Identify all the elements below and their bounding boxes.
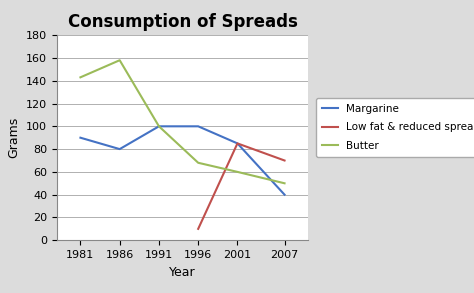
Butter <box>195 161 201 165</box>
Margarine <box>282 193 287 196</box>
Line: Margarine: Margarine <box>81 126 284 195</box>
Title: Consumption of Spreads: Consumption of Spreads <box>68 13 297 31</box>
Low fat & reduced spreads <box>282 159 287 162</box>
Butter <box>235 170 240 174</box>
Y-axis label: Grams: Grams <box>8 117 20 158</box>
Margarine <box>235 142 240 145</box>
Butter <box>156 125 162 128</box>
Legend: Margarine, Low fat & reduced spreads, Butter: Margarine, Low fat & reduced spreads, Bu… <box>316 98 474 157</box>
Line: Butter: Butter <box>81 60 284 183</box>
Margarine <box>156 125 162 128</box>
Margarine <box>78 136 83 139</box>
Butter <box>282 182 287 185</box>
Butter <box>78 76 83 79</box>
Butter <box>117 59 122 62</box>
Line: Low fat & reduced spreads: Low fat & reduced spreads <box>198 143 284 229</box>
X-axis label: Year: Year <box>169 265 196 279</box>
Low fat & reduced spreads <box>235 142 240 145</box>
Margarine <box>117 147 122 151</box>
Margarine <box>195 125 201 128</box>
Low fat & reduced spreads <box>195 227 201 231</box>
